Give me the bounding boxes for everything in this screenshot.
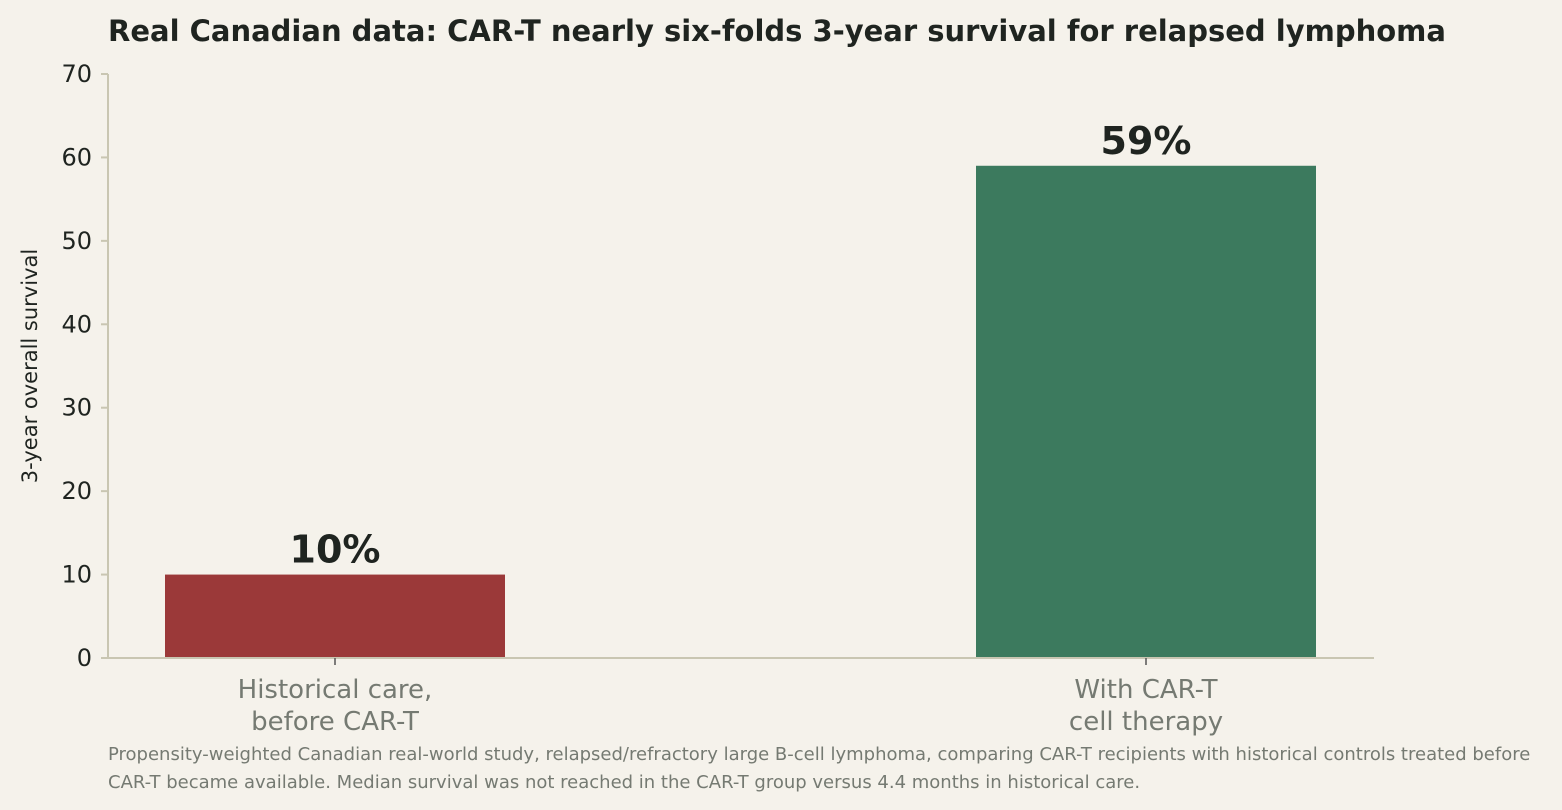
y-axis: 0 10 20 30 40 50 60 70	[61, 60, 109, 672]
bars-group	[165, 165, 1316, 658]
x-tick-label: With CAR-T cell therapy	[1068, 675, 1224, 737]
y-tick-label: 50	[61, 227, 92, 255]
chart-title: Real Canadian data: CAR-T nearly six-fol…	[108, 14, 1446, 48]
value-labels-group: 10% 59%	[290, 119, 1192, 572]
y-tick-label: 60	[61, 143, 92, 171]
footnote: Propensity-weighted Canadian real-world …	[108, 744, 1531, 793]
bar	[165, 574, 505, 658]
y-tick-label: 40	[61, 310, 92, 338]
x-axis	[108, 657, 1374, 665]
y-tick-label: 70	[61, 60, 92, 88]
y-axis-label: 3-year overall survival	[18, 248, 42, 484]
y-tick-label: 0	[77, 644, 92, 672]
y-tick-label: 20	[61, 477, 92, 505]
bar-value-label: 10%	[290, 528, 381, 572]
bar-value-label: 59%	[1101, 119, 1192, 163]
x-tick-label: Historical care, before CAR-T	[237, 675, 433, 737]
y-tick-label: 30	[61, 394, 92, 422]
y-tick-label: 10	[61, 561, 92, 589]
bar	[976, 165, 1316, 658]
